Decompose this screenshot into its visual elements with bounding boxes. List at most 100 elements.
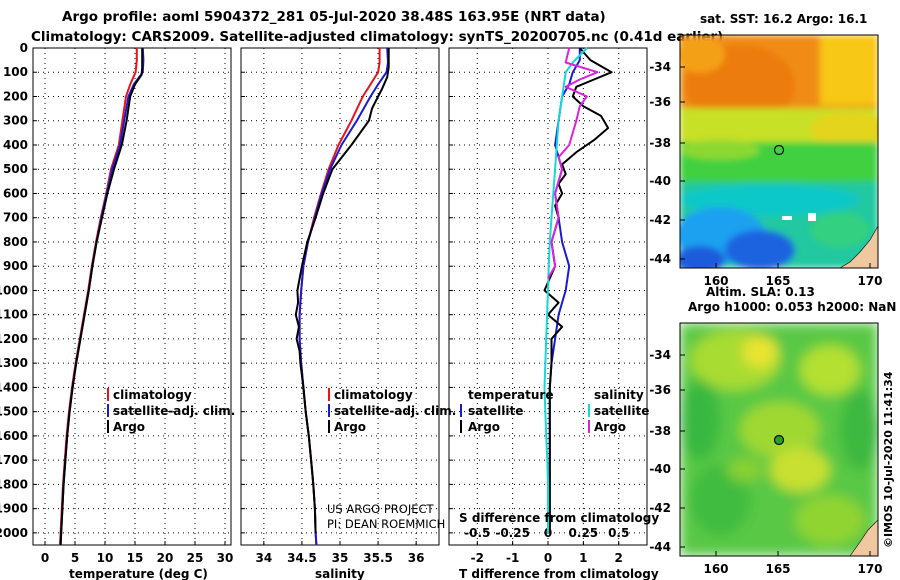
sst-map bbox=[680, 35, 878, 268]
sla-argo-marker bbox=[773, 434, 785, 446]
x-tick-label: 15 bbox=[127, 551, 144, 565]
map-lat-label: -38 bbox=[649, 136, 671, 150]
watermark: ©IMOS 10-Jul-2020 11:41:34 bbox=[882, 371, 895, 548]
x2-tick-label: 0.25 bbox=[569, 526, 599, 540]
map-lat-label: -42 bbox=[649, 213, 671, 227]
project-annotation: US ARGO PROJECT bbox=[327, 502, 435, 516]
x-tick-label: 0 bbox=[41, 551, 49, 565]
legend-label-satellite: satellite-adj. clim. bbox=[113, 404, 235, 418]
depth-tick-label: 1300 bbox=[0, 356, 28, 370]
map-lat-label: -34 bbox=[649, 60, 671, 74]
x-tick-label: 30 bbox=[217, 551, 234, 565]
legend-label-climatology: climatology bbox=[113, 388, 192, 402]
s-difference-axis-label: S difference from climatology bbox=[459, 511, 659, 525]
sla-map-title2: Argo h1000: 0.053 h2000: NaN bbox=[688, 300, 896, 314]
legend-label-t-satellite: satellite bbox=[468, 404, 523, 418]
sst-argo-marker bbox=[773, 144, 785, 156]
difference-legend: temperature satellite Argo salinity sate… bbox=[460, 388, 649, 434]
x-tick-label: 25 bbox=[187, 551, 204, 565]
map-tick-labels: -34 -36 -38 -40 -42 -44 160 165 170 -34 -36 -38 -40 -… bbox=[649, 60, 882, 576]
x-tick-label: 10 bbox=[97, 551, 114, 565]
x-tick-label: 36 bbox=[408, 551, 425, 565]
map-lat-label: -44 bbox=[649, 540, 671, 554]
depth-tick-label: 900 bbox=[3, 259, 28, 273]
depth-tick-label: 1800 bbox=[0, 477, 28, 491]
x-tick-label: 5 bbox=[71, 551, 79, 565]
map-lat-label: -34 bbox=[649, 348, 671, 362]
depth-tick-label: 1700 bbox=[0, 453, 28, 467]
legend-title-temperature: temperature bbox=[468, 388, 553, 402]
x2-tick-label: -0.5 bbox=[464, 526, 490, 540]
x-tick-label: 2 bbox=[615, 551, 623, 565]
x-tick-labels: 0 5 10 15 20 25 30 34 34.5 35 35.5 36 -2 -1 0 1 2 -0.5 -0.… bbox=[41, 526, 630, 565]
legend-label-satellite: satellite-adj. clim. bbox=[334, 404, 456, 418]
series-line-argo bbox=[294, 48, 390, 533]
salinity-legend: climatology satellite-adj. clim. Argo US… bbox=[327, 388, 456, 531]
profile-lines bbox=[59, 47, 613, 546]
depth-tick-label: 0 bbox=[20, 41, 28, 55]
t-difference-axis-label: T difference from climatology bbox=[459, 567, 659, 580]
x2-tick-label: 0 bbox=[544, 526, 552, 540]
legend-label-climatology: climatology bbox=[334, 388, 413, 402]
x-tick-label: 34 bbox=[255, 551, 272, 565]
depth-tick-label: 200 bbox=[3, 89, 28, 103]
map-lat-label: -40 bbox=[649, 462, 671, 476]
series-line-t-argo bbox=[543, 47, 613, 533]
x-tick-label: 34.5 bbox=[287, 551, 317, 565]
map-lon-label: 160 bbox=[703, 562, 728, 576]
sst-map-title: sat. SST: 16.2 Argo: 16.1 bbox=[700, 12, 867, 26]
legend-label-s-argo: Argo bbox=[594, 420, 626, 434]
header-line2: Climatology: CARS2009. Satellite-adjuste… bbox=[31, 29, 723, 45]
legend-label-t-argo: Argo bbox=[468, 420, 500, 434]
temperature-plot-frame bbox=[32, 47, 232, 546]
map-lat-label: -44 bbox=[649, 252, 671, 266]
depth-tick-label: 300 bbox=[3, 114, 28, 128]
depth-tick-label: 800 bbox=[3, 235, 28, 249]
salinity-plot-frame bbox=[240, 47, 440, 546]
legend-title-salinity: salinity bbox=[594, 388, 644, 402]
series-line-s-argo bbox=[547, 47, 599, 279]
map-lat-label: -42 bbox=[649, 501, 671, 515]
map-lon-label: 170 bbox=[857, 562, 882, 576]
depth-tick-labels: 0 100 200 300 400 500 600 700 800 900 1000 1100 1200… bbox=[0, 41, 28, 540]
map-lon-label: 160 bbox=[703, 274, 728, 288]
x-tick-label: -1 bbox=[506, 551, 519, 565]
depth-tick-label: 100 bbox=[3, 65, 28, 79]
x-tick-label: -2 bbox=[471, 551, 484, 565]
depth-tick-label: 500 bbox=[3, 162, 28, 176]
series-line-satellite-adj-clim- bbox=[59, 47, 145, 546]
map-lon-label: 165 bbox=[765, 562, 790, 576]
depth-tick-label: 2000 bbox=[0, 526, 28, 540]
depth-tick-label: 1500 bbox=[0, 405, 28, 419]
depth-tick-label: 400 bbox=[3, 138, 28, 152]
x2-tick-label: 0.5 bbox=[608, 526, 629, 540]
x-tick-label: 1 bbox=[579, 551, 587, 565]
depth-tick-label: 1900 bbox=[0, 502, 28, 516]
x-tick-label: 35.5 bbox=[363, 551, 393, 565]
temperature-legend: climatology satellite-adj. clim. Argo bbox=[107, 388, 235, 434]
x-tick-label: 35 bbox=[332, 551, 349, 565]
legend-label-argo: Argo bbox=[113, 420, 145, 434]
series-line-s-satellite bbox=[543, 47, 588, 533]
depth-tick-label: 1400 bbox=[0, 380, 28, 394]
sla-map bbox=[680, 323, 878, 556]
temperature-axis-label: temperature (deg C) bbox=[69, 567, 208, 580]
x-tick-label: 20 bbox=[157, 551, 174, 565]
map-lon-label: 170 bbox=[857, 274, 882, 288]
grid-layer bbox=[33, 47, 647, 545]
map-lat-label: -38 bbox=[649, 424, 671, 438]
map-lat-label: -36 bbox=[649, 383, 671, 397]
pi-annotation: PI: DEAN ROEMMICH bbox=[327, 517, 445, 531]
legend-label-s-satellite: satellite bbox=[594, 404, 649, 418]
depth-tick-label: 1600 bbox=[0, 429, 28, 443]
x2-tick-label: -0.25 bbox=[495, 526, 530, 540]
salinity-axis-label: salinity bbox=[315, 567, 365, 580]
map-lat-label: -36 bbox=[649, 95, 671, 109]
sla-map-title1: Altim. SLA: 0.13 bbox=[706, 285, 815, 299]
map-lon-label: 165 bbox=[765, 274, 790, 288]
map-lat-label: -40 bbox=[649, 174, 671, 188]
depth-tick-label: 1200 bbox=[0, 332, 28, 346]
depth-tick-label: 1000 bbox=[0, 283, 28, 297]
depth-tick-label: 700 bbox=[3, 211, 28, 225]
